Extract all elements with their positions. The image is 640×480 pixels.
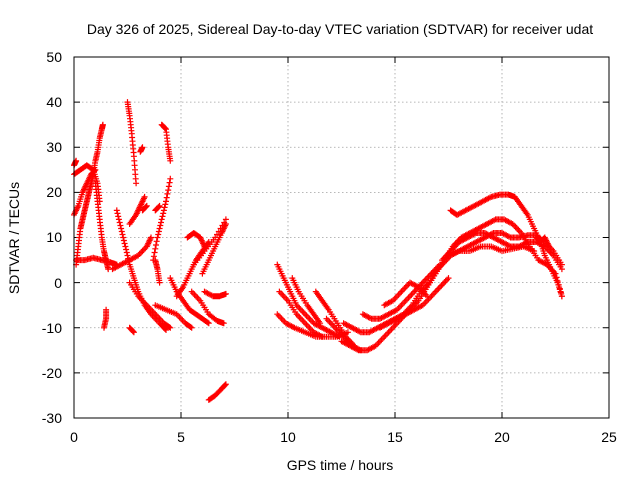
series-track-14	[137, 144, 146, 155]
series-track-32	[289, 275, 324, 327]
series-track-31	[276, 288, 326, 340]
series-track-13	[126, 324, 137, 336]
y-axis-label: SDTVAR / TECUs	[6, 182, 22, 294]
data-point-markers	[152, 202, 163, 214]
data-point-markers	[137, 144, 146, 155]
y-tick-label: 0	[54, 275, 62, 291]
data-point-markers	[533, 234, 553, 250]
series-track-42	[445, 243, 538, 259]
data-point-markers	[73, 121, 106, 268]
series-track-05	[73, 254, 120, 268]
chart-title: Day 326 of 2025, Sidereal Day-to-day VTE…	[87, 21, 593, 37]
data-point-markers	[139, 202, 150, 214]
plot-frame	[73, 56, 610, 419]
series-track-25	[199, 221, 229, 277]
y-tick-label: 50	[46, 49, 62, 65]
data-point-markers	[126, 193, 148, 227]
series-track-38	[377, 275, 452, 331]
data-point-markers	[381, 279, 431, 309]
x-tick-label: 15	[387, 429, 403, 445]
data-point-markers	[199, 221, 229, 277]
data-point-markers	[73, 254, 120, 268]
y-tick-labels: 50 40 30 20 10 0 -10 -20 -30	[42, 49, 62, 426]
series-track-20	[152, 302, 195, 331]
series-track-18	[158, 121, 174, 164]
series-track-23	[184, 230, 208, 250]
data-point-markers	[289, 275, 324, 327]
y-tick-label: 10	[46, 229, 62, 245]
series-track-24	[188, 288, 227, 327]
series-track-26	[190, 216, 229, 268]
data-point-markers	[377, 275, 452, 331]
y-tick-label: 20	[46, 184, 62, 200]
series-track-39	[381, 279, 431, 309]
y-tick-label: 40	[46, 94, 62, 110]
series-track-43	[447, 191, 565, 300]
data-point-markers	[126, 279, 174, 331]
data-point-markers	[276, 288, 326, 340]
data-point-markers	[188, 288, 227, 327]
series-track-19	[150, 175, 174, 264]
data-point-markers	[150, 175, 174, 264]
y-tick-label: 30	[46, 139, 62, 155]
series-track-12	[126, 279, 174, 331]
series-track-27	[201, 288, 229, 300]
data-point-markers	[124, 99, 140, 187]
data-point-markers	[201, 288, 229, 300]
x-tick-label: 10	[280, 429, 296, 445]
data-point-markers	[274, 261, 343, 340]
series-track-06	[92, 180, 112, 273]
series-track-04	[73, 121, 106, 268]
data-point-markers	[190, 216, 229, 268]
data-point-markers	[205, 381, 229, 403]
data-point-markers	[152, 302, 195, 331]
series-track-29	[274, 261, 343, 340]
x-tick-label: 25	[601, 429, 617, 445]
series-track-44	[533, 234, 553, 250]
x-tick-label: 20	[494, 429, 510, 445]
data-point-markers	[92, 180, 112, 273]
y-tick-label: -30	[42, 410, 62, 426]
series-track-28	[205, 381, 229, 403]
data-series	[71, 99, 565, 403]
series-track-07	[101, 306, 110, 331]
data-point-markers	[445, 243, 538, 259]
data-point-markers	[158, 121, 174, 164]
series-track-10	[124, 99, 140, 187]
x-tick-label: 5	[177, 429, 185, 445]
data-point-markers	[184, 230, 208, 250]
x-tick-labels: 0 5 10 15 20 25	[70, 429, 617, 445]
x-tick-label: 0	[70, 429, 78, 445]
series-track-15	[139, 202, 150, 214]
y-tick-label: -10	[42, 320, 62, 336]
series-track-17	[152, 202, 163, 214]
series-track-11	[126, 193, 148, 227]
x-axis-label: GPS time / hours	[287, 457, 394, 473]
y-tick-label: -20	[42, 365, 62, 381]
data-point-markers	[101, 306, 110, 331]
data-point-markers	[447, 191, 565, 300]
data-point-markers	[126, 324, 137, 336]
